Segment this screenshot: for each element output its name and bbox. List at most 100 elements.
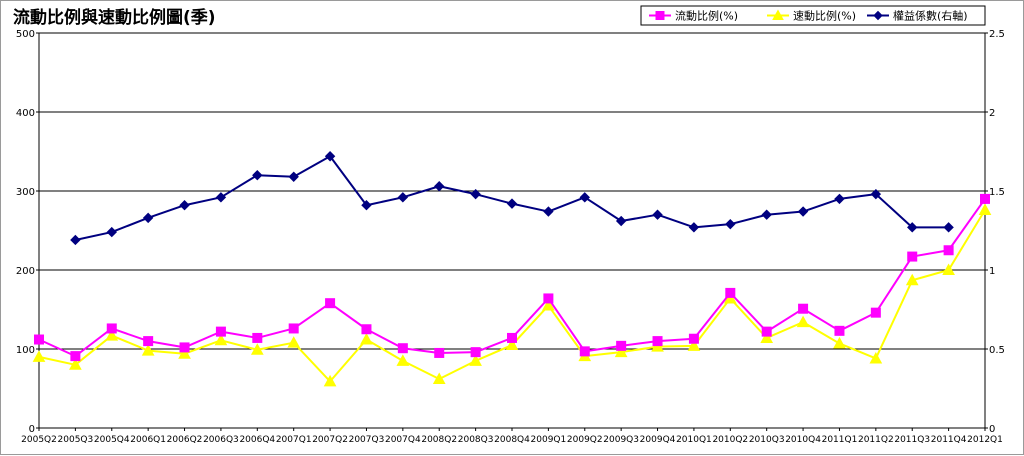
series-1-point (942, 263, 955, 275)
series-1-point (542, 299, 555, 311)
series-0-point (179, 342, 190, 353)
series-1-point (760, 331, 774, 343)
x-tick-label: 2006Q3 (203, 435, 239, 445)
series-1-point (287, 336, 301, 348)
x-tick-label: 2007Q4 (385, 435, 421, 445)
series-2-point (252, 169, 263, 181)
series-2-point (361, 200, 372, 211)
x-tick-label: 2010Q4 (785, 435, 821, 445)
series-1-point (505, 338, 519, 351)
series-0-point (507, 332, 517, 343)
series-2-point (615, 215, 627, 227)
series-2-point (943, 222, 954, 233)
x-tick-label: 2007Q3 (349, 435, 385, 445)
x-tick-label: 2005Q2 (21, 435, 57, 445)
legend-label-2: 權益係數(右軸) (893, 9, 968, 23)
legend-swatch-marker (655, 11, 665, 20)
series-1-point (69, 358, 82, 370)
series-1-point (178, 347, 191, 359)
series-0-point (470, 347, 481, 358)
x-tick-label: 2006Q2 (167, 435, 203, 445)
series-1-point (214, 333, 228, 346)
series-2-point (652, 209, 663, 220)
series-2-point (179, 200, 190, 211)
series-2-point (543, 206, 554, 217)
series-2-point (870, 188, 882, 200)
series-0-point (870, 307, 881, 318)
chart-title: 流動比例與速動比例圖(季) (13, 7, 216, 28)
series-1-point (687, 339, 701, 351)
series-1-point (469, 354, 482, 366)
series-2-point (579, 192, 590, 203)
series-1-point (396, 354, 410, 366)
series-2-point (324, 151, 336, 162)
series-0-point (725, 287, 736, 298)
x-tick-label: 2011Q2 (858, 435, 894, 445)
x-tick-label: 2008Q2 (421, 435, 457, 445)
series-0-point (143, 336, 154, 347)
series-2-point (470, 188, 481, 200)
series-2-point (761, 209, 772, 220)
x-tick-label: 2005Q3 (58, 435, 94, 445)
series-0-point (798, 303, 809, 314)
y-right-tick-label: 0.5 (989, 345, 1005, 356)
series-2-point (106, 226, 117, 238)
series-2-point (70, 234, 81, 246)
series-2-point (506, 198, 518, 209)
series-1-point (869, 351, 883, 364)
series-1-point (978, 203, 992, 215)
series-1-point (614, 345, 628, 358)
x-tick-label: 2011Q4 (931, 435, 967, 445)
series-0-point (652, 336, 663, 347)
series-2-point (288, 171, 299, 182)
series-1-point (432, 372, 446, 385)
y-left-tick-label: 400 (16, 108, 35, 119)
legend-label-1: 速動比例(%) (793, 9, 856, 23)
series-1-point (141, 344, 155, 356)
x-tick-label: 2006Q1 (130, 435, 166, 445)
series-2-point (434, 181, 445, 192)
series-0-point (761, 326, 772, 337)
series-0-point (106, 323, 117, 334)
series-0-point (325, 298, 336, 309)
series-1-point (32, 350, 46, 362)
x-tick-label: 2007Q2 (312, 435, 348, 445)
series-0-point (907, 251, 918, 262)
x-tick-label: 2009Q2 (567, 435, 603, 445)
legend-swatch-marker (873, 10, 883, 21)
series-0-point (252, 332, 263, 343)
legend-label-0: 流動比例(%) (675, 9, 738, 23)
y-right-tick-label: 2.5 (989, 29, 1005, 40)
series-2-point (397, 192, 409, 203)
series-0-point (34, 334, 44, 345)
x-tick-label: 2008Q4 (494, 435, 530, 445)
series-0-point (579, 346, 590, 357)
series-0-point (70, 351, 81, 362)
series-0-point (834, 325, 845, 336)
legend: 流動比例(%) 速動比例(%) 權益係數(右軸) (640, 5, 986, 26)
y-right-tick-label: 1.5 (989, 187, 1005, 198)
series-0-point (616, 340, 627, 351)
x-tick-label: 2012Q1 (967, 435, 1003, 445)
x-tick-label: 2009Q1 (531, 435, 567, 445)
series-2-point (725, 218, 736, 230)
x-tick-label: 2010Q3 (749, 435, 785, 445)
plot-frame (38, 32, 986, 429)
series-1-point (905, 273, 919, 286)
series-2-point (834, 193, 845, 205)
x-tick-label: 2007Q1 (276, 435, 312, 445)
x-tick-label: 2005Q4 (94, 435, 130, 445)
x-tick-label: 2006Q4 (239, 435, 275, 445)
series-1-point (323, 374, 337, 387)
x-tick-label: 2009Q4 (640, 435, 676, 445)
x-tick-label: 2010Q2 (712, 435, 748, 445)
plot-area: 0 0 100 0.5 200 1 300 1.5 400 2 500 2.5 2005Q2 2005Q3… (16, 29, 1005, 445)
series-2-point (688, 222, 700, 233)
legend-swatch-marker (772, 9, 784, 20)
series-1-point (360, 332, 373, 345)
y-left-tick-label: 300 (16, 187, 35, 198)
y-left-tick-label: 500 (16, 29, 35, 40)
series-2-point (215, 192, 227, 203)
